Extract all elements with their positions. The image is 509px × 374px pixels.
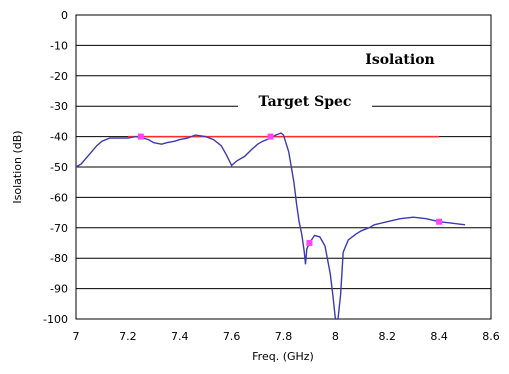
y-tick-label: -20: [50, 70, 68, 83]
marker-point: [436, 218, 443, 225]
y-axis-title: Isolation (dB): [11, 130, 24, 203]
y-tick-label: -60: [50, 191, 68, 204]
target-spec-label: Target Spec: [259, 94, 352, 110]
y-tick-label: -40: [50, 131, 68, 144]
target-spec-label-bg: [238, 92, 372, 110]
marker-point: [267, 133, 274, 140]
x-tick-labels: 7 7.2 7.4 7.6 7.8 8 8.2 8.4 8.6: [73, 330, 500, 343]
x-tick-label: 8.6: [482, 330, 500, 343]
x-tick-label: 7: [73, 330, 80, 343]
y-tick-label: -50: [50, 161, 68, 174]
y-tick-label: -70: [50, 222, 68, 235]
grid-lines: [76, 44, 491, 290]
marker-point: [306, 240, 313, 246]
x-tick-label: 7.2: [119, 330, 137, 343]
x-tick-label: 7.8: [275, 330, 293, 343]
x-tick-label: 8.4: [430, 330, 448, 343]
y-tick-labels: 0 -10 -20 -30 -40 -50 -60 -70 -80 -90 -100: [43, 9, 68, 326]
y-tick-label: -100: [43, 313, 68, 326]
x-tick-label: 8.2: [379, 330, 397, 343]
marker-point: [137, 133, 144, 140]
isolation-annotation: Isolation: [365, 52, 434, 68]
y-tick-label: 0: [61, 9, 68, 22]
x-tick-label: 8: [332, 330, 339, 343]
y-tick-label: -80: [50, 252, 68, 265]
x-tick-label: 7.4: [171, 330, 189, 343]
y-tick-label: -10: [50, 39, 68, 52]
y-tick-label: -30: [50, 100, 68, 113]
x-tick-label: 7.6: [223, 330, 241, 343]
y-tick-label: -90: [50, 283, 68, 296]
x-axis-title: Freq. (GHz): [252, 350, 314, 363]
markers: [137, 133, 443, 246]
